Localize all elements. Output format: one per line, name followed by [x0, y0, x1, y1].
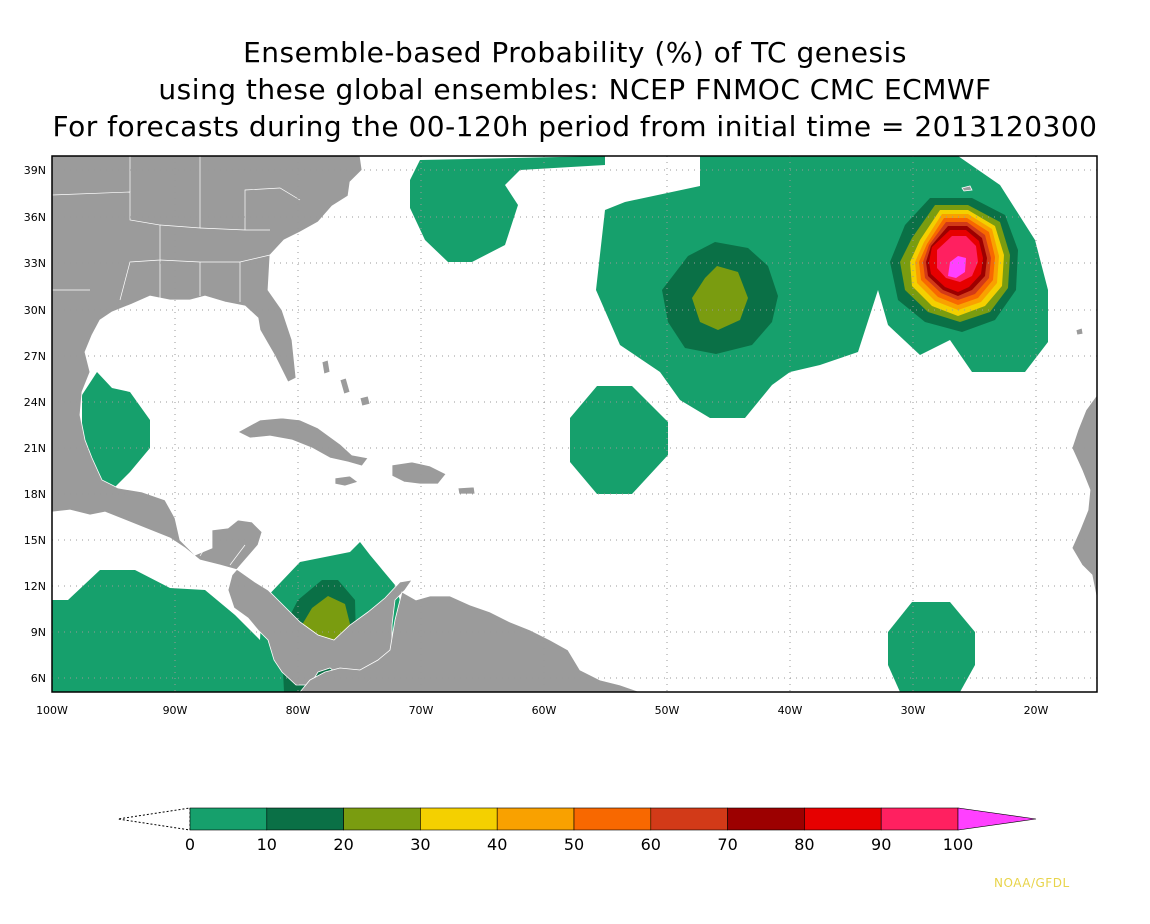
lat-tick-label: 12N — [24, 580, 46, 593]
colorbar-label: 70 — [717, 835, 737, 854]
lon-tick-label: 90W — [163, 704, 188, 717]
title-block: Ensemble-based Probability (%) of TC gen… — [0, 34, 1150, 145]
colorbar-label: 60 — [641, 835, 661, 854]
lon-tick-label: 40W — [778, 704, 803, 717]
boundaries — [52, 156, 301, 566]
colorbar-label: 20 — [333, 835, 353, 854]
lat-tick-label: 30N — [24, 304, 46, 317]
lon-tick-label: 60W — [532, 704, 557, 717]
lon-tick-label: 70W — [409, 704, 434, 717]
colorbar-segment — [189, 807, 268, 831]
lat-tick-label: 27N — [24, 350, 46, 363]
colorbar-segment — [573, 807, 652, 831]
colorbar-segment — [496, 807, 575, 831]
colorbar-segment — [804, 807, 882, 831]
title-line-3: For forecasts during the 00-120h period … — [52, 110, 1098, 143]
colorbar-segment — [343, 807, 421, 831]
lat-tick-label: 18N — [24, 488, 46, 501]
colorbar-label: 90 — [871, 835, 891, 854]
colorbar-segment — [727, 807, 805, 831]
colorbar-labels: 0 10 20 30 40 50 60 70 80 90 100 — [185, 835, 973, 854]
colorbar-segment — [880, 807, 959, 831]
lat-tick-label: 9N — [31, 626, 46, 639]
land — [52, 156, 1097, 692]
lon-tick-label: 20W — [1024, 704, 1049, 717]
colorbar: 0 10 20 30 40 50 60 70 80 90 100 — [117, 807, 1037, 854]
lon-tick-label: 80W — [286, 704, 311, 717]
colorbar-under-arrow — [117, 807, 191, 831]
colorbar-label: 50 — [564, 835, 584, 854]
colorbar-label: 80 — [794, 835, 814, 854]
colorbar-segment — [650, 807, 728, 831]
lon-axis: 100W 90W 80W 70W 60W 50W 40W 30W 20W — [36, 704, 1048, 717]
colorbar-label: 0 — [185, 835, 195, 854]
lon-tick-label: 30W — [901, 704, 926, 717]
colorbar-label: 40 — [487, 835, 507, 854]
colorbar-over-arrow — [957, 807, 1037, 831]
credit-label: NOAA/GFDL — [994, 876, 1070, 890]
colorbar-label: 30 — [410, 835, 430, 854]
lon-tick-label: 100W — [36, 704, 68, 717]
colorbar-segment — [266, 807, 344, 831]
map-area — [52, 156, 1097, 692]
lon-tick-label: 50W — [655, 704, 680, 717]
colorbar-segments — [189, 807, 1037, 831]
lat-tick-label: 39N — [24, 164, 46, 177]
colorbar-segment — [420, 807, 498, 831]
map-frame — [51, 155, 1098, 693]
title-line-1: Ensemble-based Probability (%) of TC gen… — [243, 36, 907, 69]
lat-tick-label: 33N — [24, 257, 46, 270]
colorbar-label: 100 — [943, 835, 974, 854]
lat-tick-label: 6N — [31, 672, 46, 685]
prob-region-100-plus — [948, 256, 966, 278]
title-line-2: using these global ensembles: NCEP FNMOC… — [158, 73, 992, 106]
lat-tick-label: 21N — [24, 442, 46, 455]
lat-tick-label: 24N — [24, 396, 46, 409]
grid-lines — [52, 156, 1097, 692]
lat-tick-label: 15N — [24, 534, 46, 547]
lat-axis: 39N 36N 33N 30N 27N 24N 21N 18N 15N 12N … — [24, 164, 46, 685]
lat-tick-label: 36N — [24, 211, 46, 224]
colorbar-label: 10 — [257, 835, 277, 854]
